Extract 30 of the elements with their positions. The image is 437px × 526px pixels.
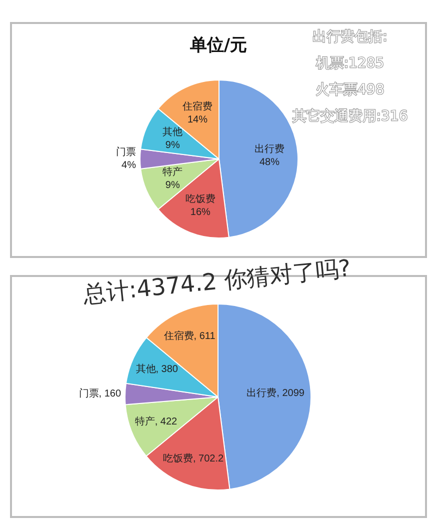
slice-label: 出行费	[246, 386, 277, 399]
data-label: 9%	[165, 180, 180, 192]
slice-label: 出行费	[254, 142, 284, 155]
data-label: 14%	[187, 114, 208, 126]
text: 火车票498	[316, 82, 384, 98]
data-label: 16%	[190, 207, 211, 218]
data-label: , 702.2	[193, 454, 224, 465]
slice-label: 住宿费	[182, 100, 212, 112]
slice-label: 特产	[162, 166, 183, 178]
data-label: , 2099	[276, 388, 305, 399]
data-label: , 380	[156, 364, 178, 376]
text: 机票:1285	[316, 56, 384, 72]
slice-label: 其他	[162, 126, 183, 138]
text: 总计:4374.2 你猜对了吗?	[81, 256, 352, 308]
slice-label: 门票	[78, 387, 99, 400]
slice-label: 特产	[134, 416, 155, 428]
data-label: , 422	[154, 416, 178, 428]
slice-label: 住宿费	[164, 330, 194, 342]
text: 出行费包括:	[312, 29, 388, 45]
slice-label: 其他	[136, 363, 156, 376]
slice-label: 门票	[116, 146, 136, 158]
data-label: 9%	[165, 140, 180, 151]
slice-label: 吃饭费	[163, 452, 194, 465]
slice-label: 吃饭费	[185, 193, 216, 206]
data-label: 48%	[259, 156, 280, 168]
text: 其它交通费用:316	[292, 108, 408, 124]
chart-title: 单位/元	[188, 36, 248, 56]
data-label: , 160	[98, 388, 122, 400]
data-label: 4%	[122, 160, 136, 171]
data-label: , 611	[194, 330, 216, 342]
